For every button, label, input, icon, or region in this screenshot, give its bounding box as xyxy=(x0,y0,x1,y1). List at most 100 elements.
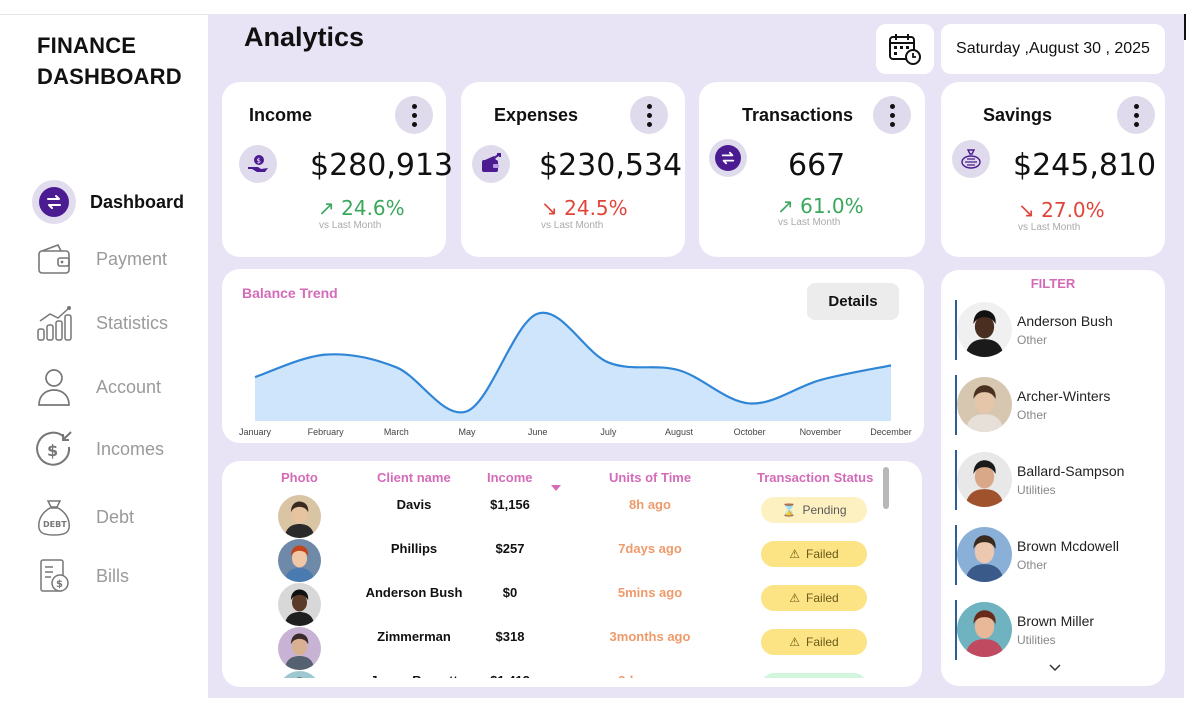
person-name: Anderson Bush xyxy=(1017,313,1113,329)
sidebar-item-label: Debt xyxy=(96,506,135,527)
client-avatar xyxy=(278,627,321,670)
status-badge xyxy=(761,673,867,678)
status-badge: ⚠ Failed xyxy=(761,585,867,611)
details-button[interactable]: Details xyxy=(807,283,899,320)
kebab-menu-icon[interactable] xyxy=(395,96,433,134)
calendar-button[interactable] xyxy=(876,24,934,74)
page-title: Analytics xyxy=(244,22,365,52)
sort-down-icon[interactable] xyxy=(551,485,561,491)
person-name: Brown Mcdowell xyxy=(1017,538,1119,554)
kpi-card-income: Income $ $280,913 ↗ 24.6% vs Last Month xyxy=(222,82,453,257)
client-name-cell: Davis xyxy=(396,497,432,512)
time-cell: 3months ago xyxy=(609,629,691,644)
kpi-card-expenses: Expenses $230,534 ↘ 24.5% vs Last Month xyxy=(461,82,685,257)
kpi-title: Transactions xyxy=(742,105,854,125)
person-avatar xyxy=(957,602,1012,657)
person-category: Utilities xyxy=(1017,483,1056,497)
column-header-client-name: Client name xyxy=(377,470,451,485)
kebab-menu-icon[interactable] xyxy=(1117,96,1155,134)
svg-text:$: $ xyxy=(56,579,63,590)
chart-title: Balance Trend xyxy=(242,285,338,301)
kebab-menu-icon[interactable] xyxy=(630,96,668,134)
selection-bar xyxy=(955,450,957,510)
time-cell: 7days ago xyxy=(618,541,682,556)
sidebar-item-account[interactable]: Account xyxy=(30,363,200,411)
calendar-clock-icon xyxy=(889,34,921,65)
sidebar-item-label: Account xyxy=(96,376,162,397)
wallet-out-icon xyxy=(472,145,510,183)
kpi-title: Savings xyxy=(983,105,1053,125)
kpi-subtext: vs Last Month xyxy=(778,217,841,228)
kpi-title: Expenses xyxy=(494,105,579,125)
sidebar-item-label: Bills xyxy=(96,565,130,586)
sidebar-item-debt[interactable]: DEBT Debt xyxy=(30,493,200,541)
filter-person-item[interactable]: Archer-Winters Other xyxy=(955,375,1155,435)
sidebar-item-label: Incomes xyxy=(96,438,165,459)
x-tick-label: July xyxy=(600,427,617,437)
hourglass-icon: ⌛ xyxy=(781,503,797,517)
x-tick-label: May xyxy=(458,427,476,437)
kebab-menu-icon[interactable] xyxy=(873,96,911,134)
brand-line-1: FINANCE xyxy=(37,33,137,58)
bill-icon: $ xyxy=(30,552,78,600)
x-tick-label: December xyxy=(870,427,912,437)
sidebar-item-bills[interactable]: $ Bills xyxy=(30,552,200,600)
status-label: Pending xyxy=(802,503,847,517)
balance-trend-card: Balance Trend Details January February Mar… xyxy=(222,269,924,443)
time-cell: 8h ago xyxy=(629,497,671,512)
bar-chart-icon xyxy=(30,299,78,347)
person-avatar xyxy=(957,302,1012,357)
kpi-value: $245,810 xyxy=(1013,148,1157,183)
kpi-subtext: vs Last Month xyxy=(319,220,382,231)
user-icon xyxy=(30,363,78,411)
income-cell: $318 xyxy=(495,629,525,644)
selection-bar xyxy=(955,525,957,585)
table-body: Davis $1,156 8h ago ⌛ Pending Phillips $257 7d… xyxy=(222,490,922,678)
x-tick-label: August xyxy=(665,427,694,437)
kpi-value: $230,534 xyxy=(539,148,683,183)
filter-person-item[interactable]: Brown Mcdowell Other xyxy=(955,525,1155,585)
client-name-cell: Jones-Barnett xyxy=(370,673,457,678)
client-avatar xyxy=(278,539,321,582)
time-cell: 3days ago xyxy=(618,673,682,678)
status-label: Failed xyxy=(806,635,839,649)
kpi-change: ↘ 27.0% xyxy=(1018,198,1105,222)
sidebar-item-dashboard[interactable]: Dashboard xyxy=(30,178,200,226)
sidebar-item-label: Payment xyxy=(96,248,168,269)
kpi-value: $280,913 xyxy=(310,148,454,183)
time-cell: 5mins ago xyxy=(617,585,683,600)
kpi-value: 667 xyxy=(788,148,846,183)
filter-person-item[interactable]: Anderson Bush Other xyxy=(955,300,1155,360)
x-tick-label: October xyxy=(734,427,766,437)
balance-trend-chart: January February March May June July August Oct… xyxy=(239,311,912,437)
table-scrollbar[interactable] xyxy=(883,467,889,509)
kpi-card-savings: Savings $245,810 ↘ 27.0% vs Last Month xyxy=(941,82,1165,257)
sidebar-item-statistics[interactable]: Statistics xyxy=(30,299,200,347)
chevron-down-icon[interactable] xyxy=(1048,661,1062,675)
column-header-income[interactable]: Income xyxy=(487,470,533,485)
income-cell: $1,412 xyxy=(490,673,530,678)
filter-title: FILTER xyxy=(1030,276,1076,291)
warning-icon: ⚠ xyxy=(789,547,801,561)
exchange-icon xyxy=(30,178,78,226)
kpi-change: ↘ 24.5% xyxy=(541,196,628,220)
x-tick-label: June xyxy=(528,427,548,437)
person-name: Brown Miller xyxy=(1017,613,1095,629)
debt-bag-icon: DEBT xyxy=(30,493,78,541)
filter-person-item[interactable]: Ballard-Sampson Utilities xyxy=(955,450,1155,510)
income-cell: $1,156 xyxy=(490,497,530,512)
income-cell: $0 xyxy=(502,585,518,600)
status-label: Failed xyxy=(806,591,839,605)
column-header-photo: Photo xyxy=(281,470,318,485)
column-header-time: Units of Time xyxy=(609,470,692,485)
filter-person-item[interactable]: Brown Miller Utilities xyxy=(955,600,1155,660)
person-category: Other xyxy=(1017,408,1048,422)
kpi-subtext: vs Last Month xyxy=(541,220,604,231)
trend-line xyxy=(254,311,892,414)
kpi-title: Income xyxy=(249,105,313,125)
sidebar-item-payment[interactable]: Payment xyxy=(30,235,200,283)
sidebar xyxy=(0,14,208,712)
svg-text:$: $ xyxy=(257,157,261,165)
sidebar-item-incomes[interactable]: $ Incomes xyxy=(30,425,200,473)
client-avatar xyxy=(278,671,321,678)
